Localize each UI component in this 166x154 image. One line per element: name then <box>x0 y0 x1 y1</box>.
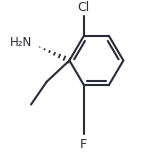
Text: Cl: Cl <box>78 1 90 14</box>
Text: H₂N: H₂N <box>9 36 32 49</box>
Text: F: F <box>80 138 87 151</box>
